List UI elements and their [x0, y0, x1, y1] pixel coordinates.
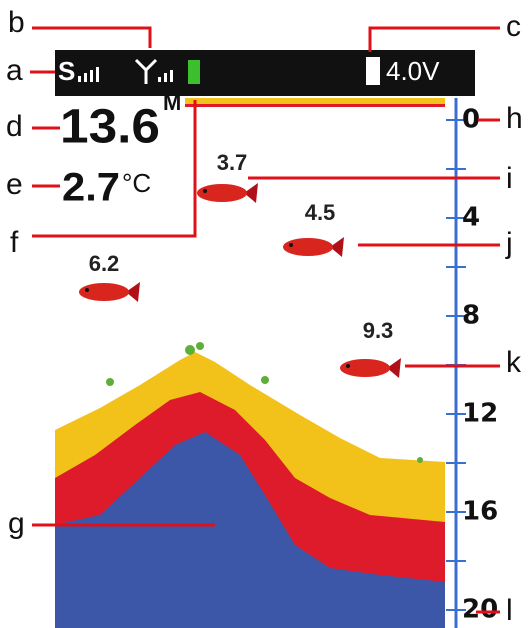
- fish-body: [197, 184, 247, 202]
- fish-depth-label: 4.5: [305, 200, 336, 225]
- fish-tail: [244, 183, 258, 203]
- callout-letter: c: [506, 10, 521, 43]
- scale-label: 0: [462, 105, 480, 135]
- callout-letter: g: [8, 507, 25, 540]
- scale-label: 4: [462, 203, 480, 233]
- fish-eye: [203, 189, 207, 193]
- fish-depth-label: 9.3: [363, 318, 394, 343]
- depth-unit: M: [163, 90, 181, 115]
- fish-body: [283, 238, 333, 256]
- temperature-unit: °C: [122, 168, 151, 198]
- antenna-icon: [134, 58, 158, 84]
- scale-label: 8: [462, 301, 480, 331]
- fish-eye: [346, 364, 350, 368]
- antenna-bars: [158, 70, 173, 82]
- fish-tail: [126, 282, 140, 302]
- scale-label: 20: [462, 595, 498, 625]
- fish-tail: [387, 358, 401, 378]
- callout-letter: f: [10, 226, 19, 259]
- scale-label: 12: [462, 399, 498, 429]
- callout-letter: a: [6, 54, 23, 87]
- sonar-returns: [55, 98, 445, 628]
- scale-label: 16: [462, 497, 498, 527]
- callout-letter: e: [6, 168, 23, 201]
- fish-body: [79, 283, 129, 301]
- callout-letter: l: [506, 594, 513, 627]
- signal-letter: S: [58, 56, 75, 86]
- fish-eye: [85, 288, 89, 292]
- callout-letter: j: [505, 227, 513, 260]
- leader-lines: [30, 26, 500, 614]
- callout-letter: h: [506, 102, 523, 135]
- fish-icon: [79, 282, 140, 302]
- callout-letter: i: [506, 162, 513, 195]
- battery-icon: [366, 57, 380, 85]
- battery-voltage: 4.0V: [386, 56, 440, 86]
- signal-bars: [78, 67, 99, 82]
- status-bar: [55, 50, 475, 96]
- depth-value: 13.6: [60, 101, 160, 154]
- temperature-value: 2.7: [62, 166, 120, 210]
- fish-icon: [283, 237, 344, 257]
- battery-green: [188, 60, 200, 84]
- fish-body: [340, 359, 390, 377]
- fish-tail: [330, 237, 344, 257]
- fish-eye: [289, 243, 293, 247]
- fish-icon: [197, 183, 258, 203]
- fish-depth-label: 3.7: [217, 150, 248, 175]
- callout-letter: d: [6, 110, 23, 143]
- fish-depth-label: 6.2: [89, 251, 120, 276]
- callout-letter: b: [8, 6, 25, 39]
- fish-icon: [340, 358, 401, 378]
- callout-letter: k: [506, 346, 522, 379]
